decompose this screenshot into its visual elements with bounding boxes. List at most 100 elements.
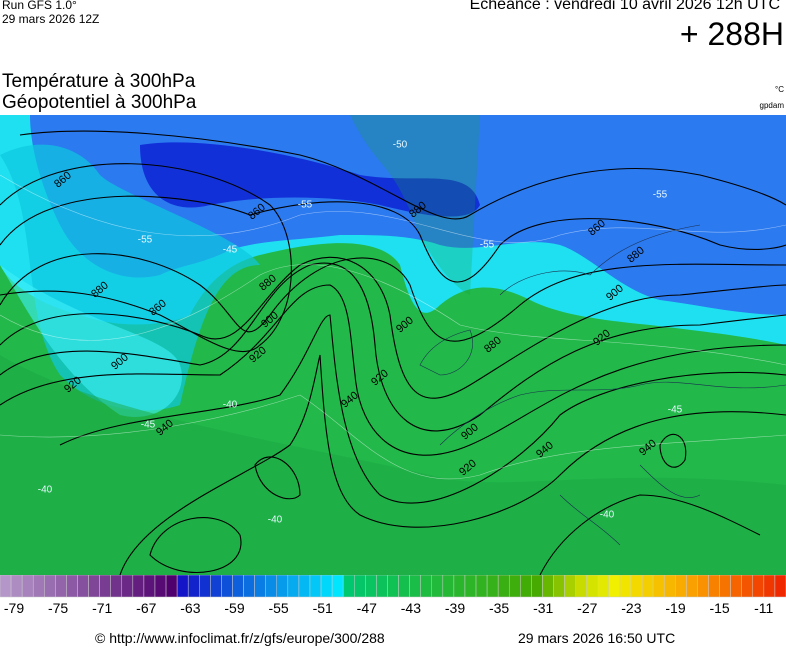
color-swatch bbox=[531, 575, 543, 598]
color-swatch bbox=[453, 575, 466, 598]
color-swatch bbox=[520, 575, 532, 598]
color-swatch bbox=[652, 575, 665, 598]
temperature-label: -55 bbox=[298, 200, 313, 211]
scale-label: -75 bbox=[47, 600, 69, 616]
color-swatch bbox=[0, 575, 12, 598]
color-swatch bbox=[564, 575, 576, 598]
scale-label: -31 bbox=[533, 600, 554, 616]
lead-time: + 288H bbox=[679, 16, 784, 52]
color-swatch bbox=[619, 575, 632, 598]
color-swatch bbox=[686, 575, 698, 598]
light-cyan bbox=[0, 265, 182, 417]
coldest-core bbox=[140, 142, 480, 217]
scale-label: -27 bbox=[577, 600, 598, 616]
timestamp: 29 mars 2026 16:50 UTC bbox=[518, 630, 676, 646]
temperature-label: -40 bbox=[268, 515, 283, 526]
scale-label: -39 bbox=[444, 600, 466, 616]
temperature-label: -55 bbox=[653, 190, 668, 201]
run-date: 29 mars 2026 12Z bbox=[2, 12, 100, 26]
temperature-label: -40 bbox=[38, 485, 53, 496]
temperature-label: -55 bbox=[138, 235, 153, 246]
color-scale bbox=[0, 575, 786, 598]
color-swatch bbox=[287, 575, 300, 598]
run: Run GFS 1.0° bbox=[2, 0, 77, 12]
unit-temperature: °C bbox=[775, 85, 784, 94]
color-swatch bbox=[497, 575, 510, 598]
color-swatch bbox=[154, 575, 167, 598]
scale-label: -55 bbox=[268, 600, 289, 616]
color-swatch bbox=[586, 575, 599, 598]
color-swatch bbox=[254, 575, 266, 598]
scale-label: -67 bbox=[136, 600, 157, 616]
map: 8608808609009209408608809009209409209008… bbox=[0, 115, 786, 575]
color-swatch bbox=[486, 575, 499, 598]
color-swatch bbox=[342, 575, 355, 598]
coastlines bbox=[419, 224, 786, 546]
scale-label: -11 bbox=[754, 600, 774, 616]
color-swatch bbox=[542, 575, 554, 598]
temperature-label: -40 bbox=[223, 400, 238, 411]
color-swatch bbox=[442, 575, 455, 598]
color-swatch bbox=[320, 575, 333, 598]
color-swatch bbox=[697, 575, 709, 598]
color-swatch bbox=[597, 575, 610, 598]
color-swatch bbox=[641, 575, 654, 598]
color-swatch bbox=[176, 575, 189, 598]
scale-label: -71 bbox=[92, 600, 113, 616]
scale-label: -23 bbox=[621, 600, 642, 616]
temperature-contours bbox=[0, 174, 786, 480]
geopotential-contours bbox=[0, 130, 786, 575]
color-swatch bbox=[243, 575, 255, 598]
color-swatch bbox=[132, 575, 145, 598]
color-swatch bbox=[66, 575, 78, 598]
temperature-label: -45 bbox=[141, 420, 156, 431]
color-swatch bbox=[88, 575, 100, 598]
color-swatch bbox=[354, 575, 366, 598]
title-temperature: Température à 300hPa bbox=[2, 71, 196, 92]
color-swatch bbox=[10, 575, 23, 598]
color-swatch bbox=[99, 575, 111, 598]
temperature-label: -40 bbox=[600, 510, 615, 521]
source-url: © http://www.infoclimat.fr/z/gfs/europe/… bbox=[95, 630, 385, 646]
color-swatch bbox=[464, 575, 477, 598]
color-swatch bbox=[21, 575, 34, 598]
scale-label: -35 bbox=[488, 600, 510, 616]
temperature-label: -45 bbox=[668, 405, 683, 416]
unit-geopotential: gpdam bbox=[759, 101, 784, 110]
color-swatch bbox=[774, 575, 786, 598]
color-swatch bbox=[276, 575, 289, 598]
color-swatch bbox=[55, 575, 67, 598]
color-swatch bbox=[44, 575, 56, 598]
color-swatch bbox=[265, 575, 278, 598]
scale-label: -19 bbox=[665, 600, 686, 616]
color-swatch bbox=[719, 575, 731, 598]
color-swatch bbox=[32, 575, 45, 598]
color-swatch bbox=[708, 575, 720, 598]
color-swatch bbox=[309, 575, 322, 598]
color-swatch bbox=[210, 575, 222, 598]
color-swatch bbox=[110, 575, 123, 598]
color-swatch bbox=[608, 575, 621, 598]
color-swatch bbox=[77, 575, 89, 598]
color-swatch bbox=[143, 575, 156, 598]
color-swatch bbox=[730, 575, 742, 598]
temperature-label: -45 bbox=[223, 245, 238, 256]
color-swatch bbox=[199, 575, 211, 598]
scale-label: -51 bbox=[312, 600, 333, 616]
color-swatch bbox=[420, 575, 432, 598]
scale-label: -63 bbox=[180, 600, 201, 616]
color-swatch bbox=[431, 575, 444, 598]
color-swatch bbox=[675, 575, 687, 598]
color-swatch bbox=[475, 575, 488, 598]
temperature-label: -55 bbox=[480, 240, 495, 251]
color-swatch bbox=[165, 575, 178, 598]
color-swatch bbox=[365, 575, 377, 598]
color-scale-labels: -79 -75 -71 -67 -63 -59 -55 -51 -47 -43 -39 -35 -31 -… bbox=[0, 600, 786, 618]
color-swatch bbox=[232, 575, 244, 598]
color-swatch bbox=[741, 575, 754, 598]
scale-label: -15 bbox=[709, 600, 730, 616]
scale-label: -43 bbox=[400, 600, 421, 616]
scale-label: -79 bbox=[3, 600, 25, 616]
color-swatch bbox=[409, 575, 421, 598]
color-swatch bbox=[553, 575, 565, 598]
